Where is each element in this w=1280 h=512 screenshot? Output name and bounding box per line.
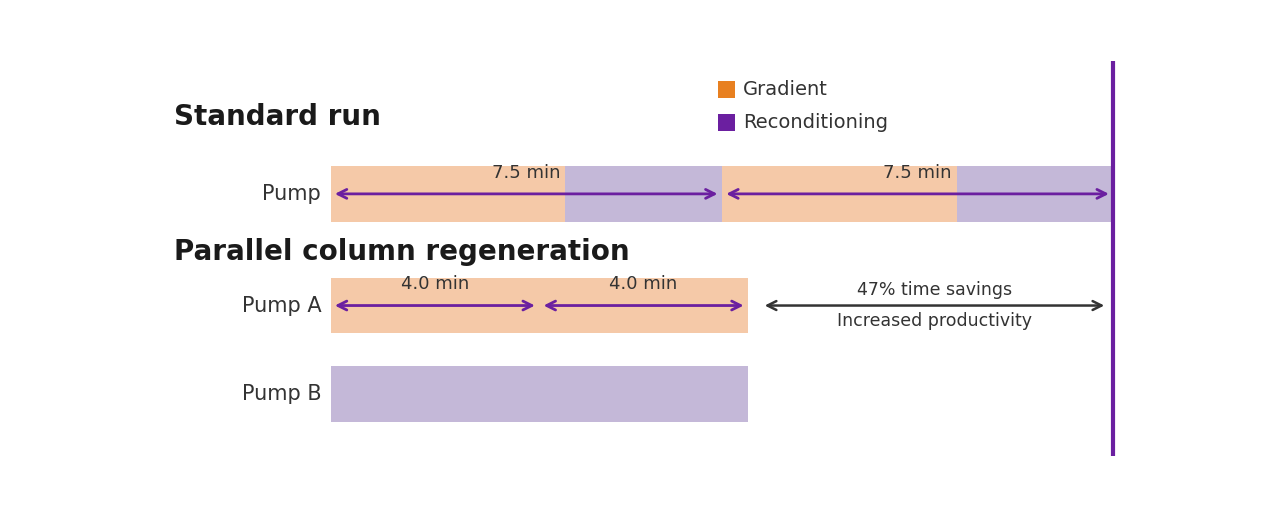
Text: 7.5 min: 7.5 min <box>492 163 561 182</box>
Text: Parallel column regeneration: Parallel column regeneration <box>174 238 630 266</box>
Bar <box>718 81 735 98</box>
Text: 7.5 min: 7.5 min <box>883 163 952 182</box>
Text: Standard run: Standard run <box>174 103 381 131</box>
Text: 4.0 min: 4.0 min <box>401 275 468 293</box>
Text: Pump B: Pump B <box>242 384 321 404</box>
Bar <box>539 278 748 333</box>
Text: 47% time savings: 47% time savings <box>856 282 1012 300</box>
Bar <box>718 114 735 131</box>
Bar <box>539 367 748 422</box>
Bar <box>722 166 956 222</box>
Bar <box>566 166 722 222</box>
Text: Gradient: Gradient <box>742 80 828 99</box>
Bar <box>330 278 539 333</box>
Text: Increased productivity: Increased productivity <box>837 312 1032 330</box>
Text: Pump A: Pump A <box>242 295 321 315</box>
Text: Reconditioning: Reconditioning <box>742 113 888 132</box>
Bar <box>956 166 1114 222</box>
Bar <box>330 367 539 422</box>
Text: Pump: Pump <box>262 184 321 204</box>
Text: 4.0 min: 4.0 min <box>609 275 677 293</box>
Bar <box>330 166 566 222</box>
